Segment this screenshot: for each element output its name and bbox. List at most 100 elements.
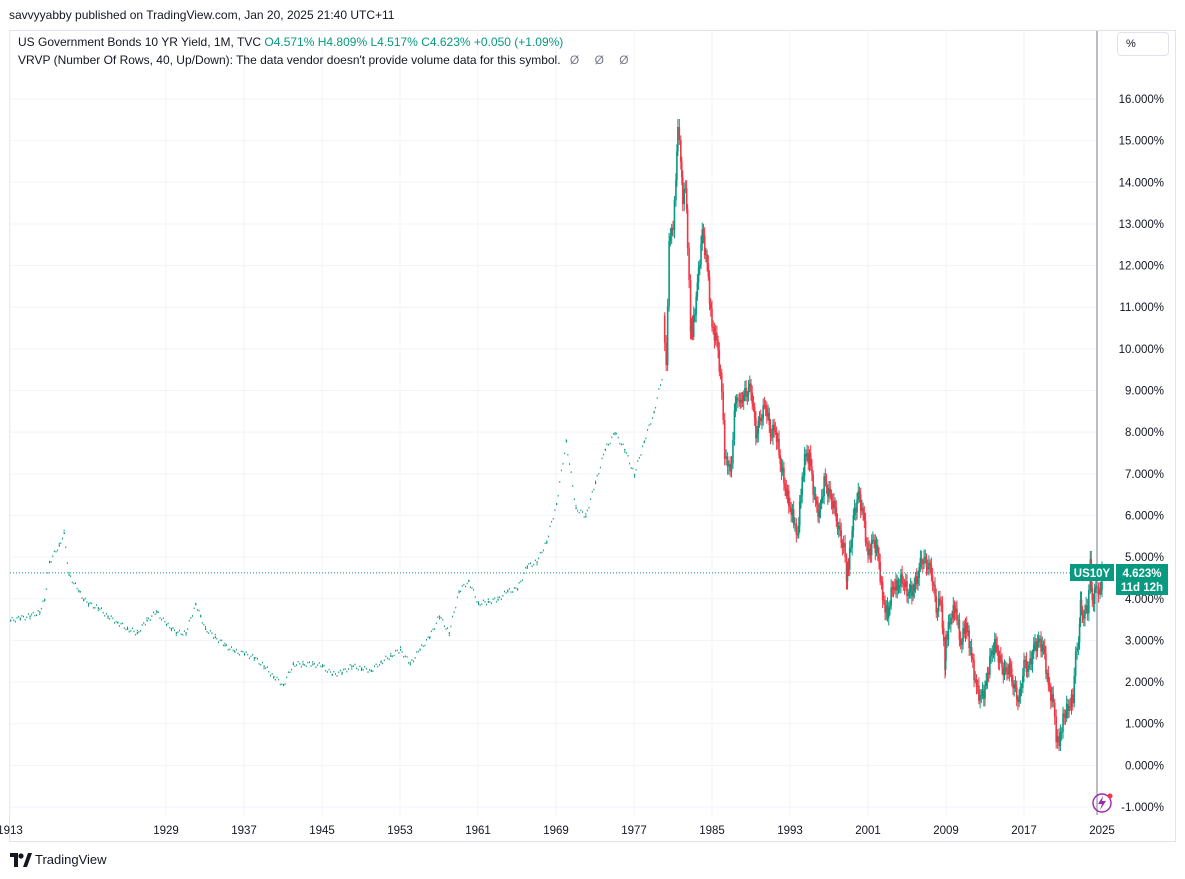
candle-body: [695, 296, 697, 315]
early-dot: [611, 436, 613, 439]
candle-body: [974, 679, 977, 681]
alert-icon[interactable]: [1092, 793, 1113, 813]
early-point: [361, 667, 363, 670]
candle-body: [853, 507, 856, 516]
early-dot: [53, 550, 55, 553]
early-dot: [530, 562, 531, 565]
early-dot: [159, 617, 161, 619]
early-dot: [125, 628, 127, 631]
candle-body: [887, 607, 890, 618]
candle-body: [890, 587, 892, 606]
early-dot: [187, 628, 189, 630]
early-dot: [495, 600, 497, 603]
candle-body: [807, 452, 810, 464]
early-dot: [473, 589, 475, 591]
candle-body: [1036, 642, 1039, 652]
candle-body: [703, 235, 706, 256]
early-dot: [455, 606, 457, 609]
early-dot: [47, 572, 49, 574]
early-dot: [156, 609, 158, 612]
early-dot: [14, 620, 16, 623]
price-axis[interactable]: 16.000% 15.000% 14.000% 13.000% 12.000% 11.00…: [1119, 94, 1164, 814]
vrvp-hidden-icons[interactable]: Ø Ø Ø: [569, 53, 635, 67]
candle-body: [666, 306, 669, 366]
early-dot: [534, 559, 536, 562]
early-dot: [409, 661, 411, 664]
early-dot: [484, 600, 486, 603]
early-dot: [313, 662, 315, 665]
candle-body: [975, 679, 978, 687]
candle-body: [800, 495, 802, 502]
early-dot: [65, 546, 67, 549]
early-dot: [68, 571, 70, 574]
time-axis[interactable]: 1913 1929 1937 1945 1953 1961 1969 1977 1985 1993…: [0, 825, 1115, 837]
candle-body: [959, 639, 962, 646]
candle-body: [742, 394, 745, 402]
candle-body: [696, 282, 699, 297]
candle-body: [675, 180, 677, 201]
y-tick-label: 8.000%: [1125, 427, 1164, 439]
early-dot: [608, 443, 609, 446]
candle-body: [819, 503, 822, 511]
early-point: [146, 619, 148, 622]
candle-body: [911, 584, 913, 597]
early-point: [478, 602, 480, 605]
early-point: [351, 665, 353, 668]
candle-body: [723, 419, 726, 459]
candle-body: [996, 644, 998, 652]
early-point: [322, 665, 324, 668]
early-dot: [557, 494, 559, 497]
candle-body: [811, 466, 813, 475]
early-dot: [96, 604, 98, 606]
early-point: [88, 602, 90, 605]
candle-body: [1018, 697, 1020, 703]
early-dot: [19, 619, 21, 621]
early-point: [302, 663, 304, 666]
early-dot: [86, 601, 88, 603]
candle-body: [931, 575, 934, 586]
early-point: [585, 515, 587, 518]
candle-body: [967, 630, 969, 633]
early-dot: [593, 488, 595, 491]
early-dot: [335, 673, 336, 675]
early-dot: [660, 384, 661, 386]
candle-series: [663, 118, 1103, 752]
candle-body: [936, 611, 939, 613]
early-dot: [338, 671, 340, 674]
candle-body: [824, 476, 827, 482]
x-tick-label: 1969: [543, 825, 569, 837]
early-dot: [432, 628, 434, 631]
early-dot: [364, 665, 366, 668]
early-dot: [237, 652, 239, 655]
candle-body: [1056, 736, 1059, 743]
early-dot: [286, 676, 288, 679]
early-dot: [11, 616, 13, 619]
early-dot: [634, 476, 635, 478]
early-dot: [175, 634, 177, 637]
early-dot: [39, 613, 41, 616]
candle-body: [978, 685, 980, 701]
early-dot: [452, 615, 453, 618]
early-point: [331, 673, 333, 676]
candle-body: [1073, 675, 1076, 704]
early-dot: [341, 673, 343, 676]
candle-body: [1023, 660, 1025, 677]
early-dot: [245, 651, 247, 653]
candle-body: [672, 227, 674, 231]
early-dot: [60, 542, 62, 544]
candle-body: [1051, 694, 1053, 701]
early-dot: [196, 609, 198, 611]
early-dot: [461, 585, 463, 587]
candle-body: [797, 525, 800, 535]
early-dot: [174, 629, 176, 632]
candle-body: [891, 587, 894, 590]
percent-scale-button[interactable]: %: [1117, 32, 1169, 56]
early-dot: [94, 606, 96, 609]
early-dot: [504, 590, 505, 593]
early-dot: [131, 627, 133, 630]
early-dot: [305, 665, 307, 668]
early-dot: [323, 664, 325, 667]
symbol-tag-bg: [1070, 564, 1114, 581]
early-dot: [36, 614, 37, 617]
